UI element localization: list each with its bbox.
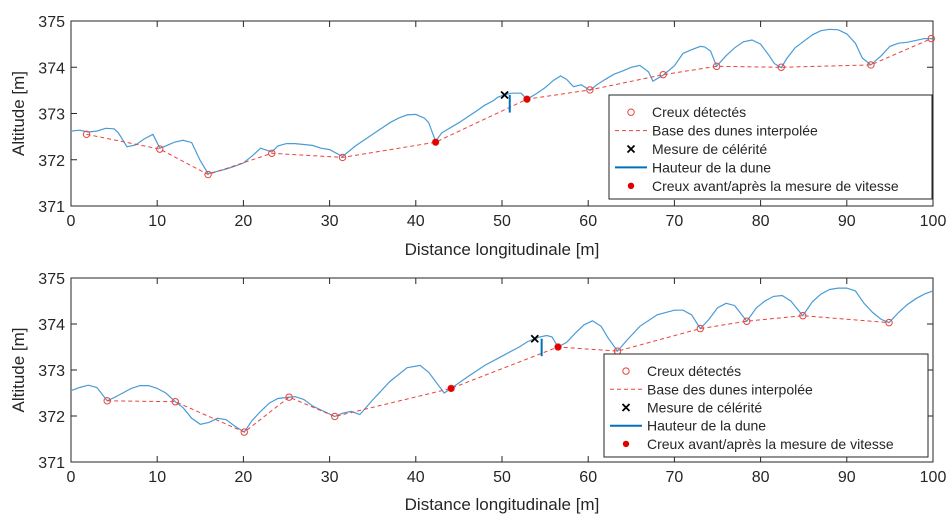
legend-swatch-celerity bbox=[626, 144, 636, 154]
trough-marker bbox=[867, 61, 875, 69]
x-tick-label: 10 bbox=[148, 213, 166, 230]
trough-marker bbox=[285, 393, 293, 401]
celerity-marker bbox=[530, 334, 539, 343]
legend-swatch-troughs bbox=[627, 108, 635, 116]
x-axis-label: Distance longitudinale [m] bbox=[405, 495, 600, 514]
x-tick-label: 20 bbox=[235, 469, 253, 486]
legend-label: Mesure de célérité bbox=[652, 141, 767, 157]
y-tick-label: 373 bbox=[38, 363, 65, 380]
x-tick-label: 10 bbox=[148, 469, 166, 486]
y-tick-label: 373 bbox=[38, 107, 65, 124]
y-tick-label: 371 bbox=[38, 455, 65, 472]
measure-trough-marker bbox=[554, 343, 562, 351]
x-tick-label: 90 bbox=[838, 469, 856, 486]
trough-marker bbox=[696, 324, 704, 333]
chart-panel-2: 0 10 20 30 40 50 60 70 80 90 100 371 372 373 374 375 Dis… bbox=[9, 271, 946, 514]
legend-label: Hauteur de la dune bbox=[652, 159, 771, 175]
legend-label: Creux avant/après la mesure de vitesse bbox=[652, 178, 899, 194]
x-tick-label: 70 bbox=[666, 213, 684, 230]
trough-marker bbox=[240, 428, 248, 436]
measure-trough-marker bbox=[447, 385, 455, 392]
y-tick-label: 374 bbox=[38, 317, 65, 334]
trough-marker bbox=[103, 397, 111, 405]
x-tick-label: 60 bbox=[579, 213, 597, 230]
y-axis-label: Altitude [m] bbox=[9, 327, 28, 412]
trough-marker bbox=[82, 130, 91, 139]
y-tick-label: 374 bbox=[38, 60, 65, 77]
legend-swatch-measure-troughs bbox=[622, 440, 630, 448]
x-tick-label: 0 bbox=[67, 213, 76, 230]
legend-swatch-troughs bbox=[622, 367, 630, 375]
legend-box bbox=[608, 94, 933, 200]
trough-marker bbox=[171, 398, 180, 406]
x-tick-label: 70 bbox=[666, 469, 684, 486]
trough-marker bbox=[743, 317, 751, 325]
trough-marker bbox=[927, 34, 935, 43]
trough-marker bbox=[586, 86, 594, 94]
x-tick-label: 100 bbox=[920, 213, 946, 230]
x-tick-label: 50 bbox=[493, 469, 511, 486]
trough-marker bbox=[204, 170, 212, 179]
y-tick-label: 372 bbox=[38, 153, 65, 170]
trough-marker bbox=[338, 153, 347, 162]
legend-label: Creux avant/après la mesure de vitesse bbox=[647, 436, 894, 452]
legend-box bbox=[603, 353, 929, 458]
y-tick-label: 372 bbox=[38, 409, 65, 426]
x-tick-label: 80 bbox=[752, 213, 770, 230]
legend-swatch-celerity bbox=[621, 403, 631, 412]
trough-marker bbox=[777, 63, 785, 71]
trough-marker bbox=[659, 70, 667, 79]
y-tick-label: 371 bbox=[38, 199, 65, 216]
legend: Creux détectés Base des dunes interpolée M… bbox=[608, 94, 933, 200]
trough-marker bbox=[331, 412, 339, 421]
legend-label: Creux détectés bbox=[652, 104, 746, 120]
x-tick-label: 50 bbox=[493, 213, 511, 230]
celerity-marker bbox=[500, 90, 509, 100]
trough-marker bbox=[712, 62, 721, 71]
legend-label: Base des dunes interpolée bbox=[647, 381, 813, 397]
x-tick-label: 20 bbox=[235, 213, 253, 230]
x-tick-label: 100 bbox=[920, 469, 946, 486]
y-tick-label: 375 bbox=[38, 14, 65, 31]
dune-base-line bbox=[107, 315, 890, 433]
legend-label: Hauteur de la dune bbox=[647, 418, 766, 434]
y-axis-label: Altitude [m] bbox=[9, 71, 28, 156]
x-axis-label: Distance longitudinale [m] bbox=[405, 240, 600, 259]
x-tick-label: 0 bbox=[67, 469, 76, 486]
x-tick-label: 30 bbox=[321, 469, 339, 486]
chart-panel-1: 0 10 20 30 40 50 60 70 80 90 100 371 372 373 374 375 Dis… bbox=[9, 14, 946, 259]
trough-marker bbox=[799, 312, 807, 320]
bed-profile-line bbox=[70, 28, 934, 175]
y-tick-label: 375 bbox=[38, 271, 65, 288]
x-tick-label: 80 bbox=[752, 469, 770, 486]
trough-marker bbox=[885, 318, 893, 327]
measure-trough-marker bbox=[432, 138, 439, 146]
measure-trough-marker bbox=[523, 95, 531, 103]
legend: Creux détectés Base des dunes interpolée M… bbox=[603, 353, 929, 458]
x-tick-label: 40 bbox=[407, 469, 425, 486]
x-tick-label: 30 bbox=[321, 213, 339, 230]
x-tick-label: 90 bbox=[838, 213, 856, 230]
x-tick-label: 40 bbox=[407, 213, 425, 230]
legend-swatch-measure-troughs bbox=[627, 182, 635, 189]
trough-marker bbox=[268, 149, 276, 157]
legend-label: Base des dunes interpolée bbox=[652, 123, 818, 139]
legend-label: Creux détectés bbox=[647, 363, 741, 379]
legend-label: Mesure de célérité bbox=[647, 400, 762, 416]
x-tick-label: 60 bbox=[579, 469, 597, 486]
trough-marker bbox=[156, 145, 164, 153]
